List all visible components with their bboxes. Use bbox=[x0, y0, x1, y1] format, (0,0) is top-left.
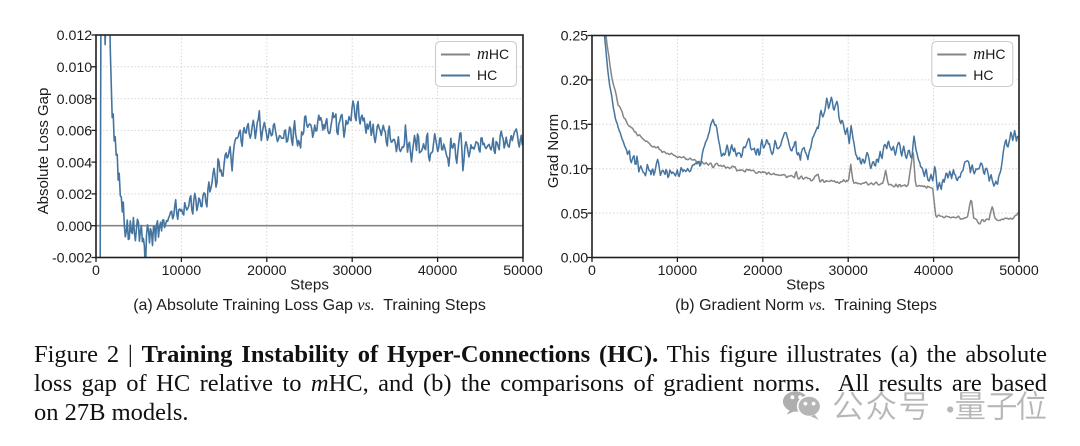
svg-text:0.002: 0.002 bbox=[57, 187, 93, 203]
svg-text:Grad Norm: Grad Norm bbox=[545, 114, 562, 188]
svg-text:40000: 40000 bbox=[418, 263, 458, 279]
svg-text:Steps: Steps bbox=[290, 276, 329, 293]
svg-text:0: 0 bbox=[588, 263, 596, 279]
svg-text:HC: HC bbox=[973, 67, 993, 83]
svg-text:0.00: 0.00 bbox=[561, 251, 589, 267]
svg-text:40000: 40000 bbox=[914, 263, 954, 279]
svg-text:30000: 30000 bbox=[332, 263, 372, 279]
svg-text:0: 0 bbox=[92, 263, 100, 279]
svg-text:0.20: 0.20 bbox=[561, 73, 589, 89]
svg-text:HC: HC bbox=[477, 67, 497, 83]
svg-text:mHC: mHC bbox=[973, 44, 1005, 63]
svg-text:Absolute Loss Gap: Absolute Loss Gap bbox=[35, 88, 52, 215]
svg-text:0.006: 0.006 bbox=[57, 124, 93, 140]
svg-text:0.012: 0.012 bbox=[57, 28, 93, 44]
svg-text:Steps: Steps bbox=[786, 276, 825, 293]
svg-text:0.05: 0.05 bbox=[561, 206, 589, 222]
svg-text:50000: 50000 bbox=[999, 263, 1039, 279]
svg-text:10000: 10000 bbox=[162, 263, 202, 279]
svg-text:0.008: 0.008 bbox=[57, 92, 93, 108]
svg-text:0.000: 0.000 bbox=[57, 219, 93, 235]
svg-text:0.15: 0.15 bbox=[561, 118, 589, 134]
svg-text:0.25: 0.25 bbox=[561, 29, 589, 45]
svg-text:mHC: mHC bbox=[477, 44, 509, 63]
svg-text:0.010: 0.010 bbox=[57, 60, 93, 76]
svg-text:-0.002: -0.002 bbox=[52, 251, 92, 267]
svg-text:50000: 50000 bbox=[503, 263, 543, 279]
svg-text:20000: 20000 bbox=[743, 263, 783, 279]
svg-text:10000: 10000 bbox=[658, 263, 698, 279]
svg-text:0.004: 0.004 bbox=[57, 155, 93, 171]
svg-text:30000: 30000 bbox=[828, 263, 868, 279]
svg-text:0.10: 0.10 bbox=[561, 162, 589, 178]
svg-text:20000: 20000 bbox=[247, 263, 287, 279]
